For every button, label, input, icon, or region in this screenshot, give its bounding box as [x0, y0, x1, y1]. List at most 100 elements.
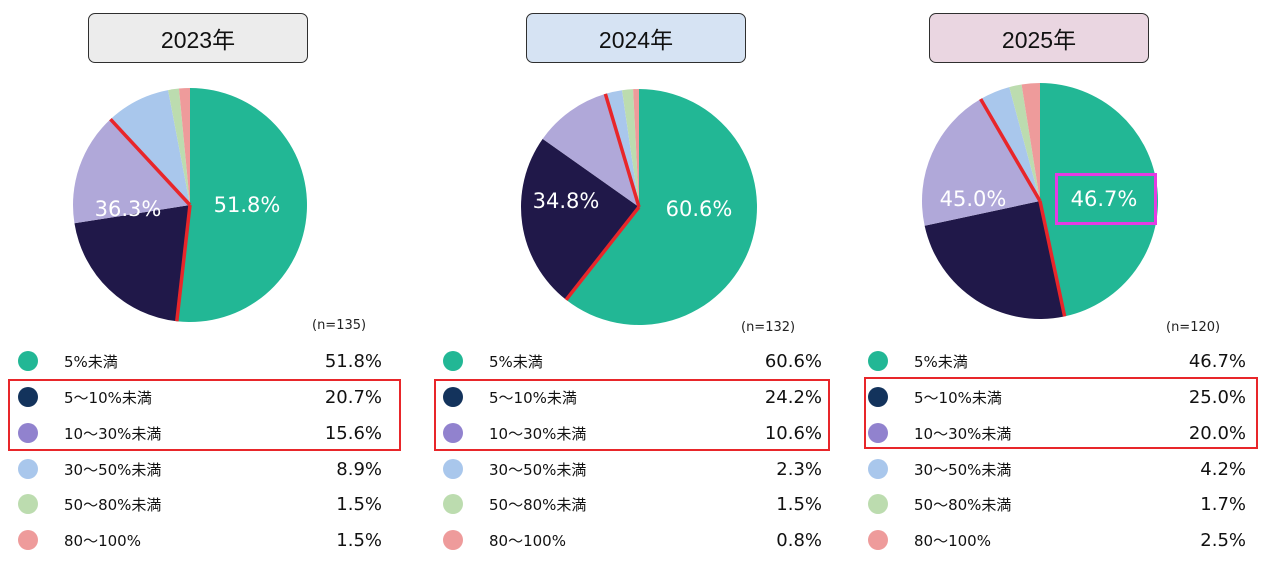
slice-label-under-5: 51.8%: [214, 193, 281, 217]
legend-row: 5%未満 46.7%: [866, 347, 1246, 375]
pie-chart: 46.7% 45.0%: [922, 83, 1158, 319]
legend-label: 30〜50%未満: [489, 460, 587, 479]
slice-5-10: [74, 205, 190, 322]
legend-swatch: [18, 530, 38, 550]
slice-50-80: [1009, 84, 1040, 201]
legend-value: 8.9%: [336, 458, 382, 480]
slice-80-100: [633, 89, 639, 207]
legend-value: 46.7%: [1188, 350, 1246, 372]
legend-row: 5〜10%未満 25.0%: [866, 383, 1246, 411]
legend-row: 30〜50%未満 8.9%: [16, 455, 382, 483]
legend-swatch: [443, 459, 463, 479]
legend-value: 15.6%: [324, 422, 382, 444]
legend-value: 1.5%: [776, 493, 822, 515]
legend-swatch: [18, 387, 38, 407]
legend-value: 2.5%: [1200, 529, 1246, 551]
legend-label: 80〜100%: [64, 531, 141, 550]
legend-value: 2.3%: [776, 458, 822, 480]
legend-label: 5%未満: [914, 352, 968, 371]
slice-10-30: [73, 119, 190, 224]
legend-label: 5〜10%未満: [489, 388, 577, 407]
legend-value: 10.6%: [764, 422, 822, 444]
highlight-line-end: [109, 118, 192, 207]
legend-label: 30〜50%未満: [64, 460, 162, 479]
slice-80-100: [1021, 83, 1040, 201]
legend-row: 80〜100% 0.8%: [441, 526, 822, 554]
slice-under-5: [176, 88, 307, 322]
legend-row: 5%未満 60.6%: [441, 347, 822, 375]
legend-label: 5〜10%未満: [64, 388, 152, 407]
chart-panel-2023年: 2023年 51.8% 36.3% (n=135) 5%未満 51.8% 5〜10%未満 20…: [0, 0, 425, 574]
legend-row: 5〜10%未満 24.2%: [441, 383, 822, 411]
highlight-line-start: [1038, 200, 1067, 317]
legend-swatch: [443, 423, 463, 443]
slice-label-5-30: 45.0%: [940, 187, 1007, 211]
highlight-line-end: [979, 98, 1042, 202]
year-header: 2024年: [526, 13, 746, 63]
legend-row: 30〜50%未満 4.2%: [866, 455, 1246, 483]
year-header: 2025年: [929, 13, 1149, 63]
legend-label: 50〜80%未満: [914, 495, 1012, 514]
legend-label: 5%未満: [489, 352, 543, 371]
legend-value: 4.2%: [1200, 458, 1246, 480]
legend-swatch: [868, 530, 888, 550]
sample-size: (n=132): [741, 320, 796, 335]
legend-swatch: [18, 423, 38, 443]
slice-label-5-30: 36.3%: [95, 197, 162, 221]
legend-swatch: [868, 423, 888, 443]
legend-value: 1.7%: [1200, 493, 1246, 515]
slice-label-5-30: 34.8%: [533, 189, 600, 213]
highlight-line-start: [564, 205, 641, 301]
legend-value: 20.0%: [1188, 422, 1246, 444]
legend-swatch: [18, 494, 38, 514]
chart-panel-2024年: 2024年 60.6% 34.8% (n=132) 5%未満 60.6% 5〜10%未満 24…: [425, 0, 850, 574]
legend-swatch: [443, 387, 463, 407]
legend-row: 50〜80%未満 1.7%: [866, 490, 1246, 518]
legend-row: 80〜100% 2.5%: [866, 526, 1246, 554]
legend-value: 24.2%: [764, 386, 822, 408]
legend-label: 10〜30%未満: [489, 424, 587, 443]
legend-row: 50〜80%未満 1.5%: [441, 490, 822, 518]
slice-5-10: [924, 201, 1065, 319]
sample-size: (n=135): [312, 318, 367, 333]
legend-row: 50〜80%未満 1.5%: [16, 490, 382, 518]
sample-size: (n=120): [1166, 320, 1221, 335]
legend-row: 10〜30%未満 15.6%: [16, 419, 382, 447]
legend-label: 30〜50%未満: [914, 460, 1012, 479]
legend-row: 5%未満 51.8%: [16, 347, 382, 375]
legend-swatch: [868, 387, 888, 407]
legend-row: 10〜30%未満 10.6%: [441, 419, 822, 447]
legend-label: 5%未満: [64, 352, 118, 371]
legend-label: 80〜100%: [914, 531, 991, 550]
legend-label: 80〜100%: [489, 531, 566, 550]
legend-highlight-box: [8, 379, 401, 451]
legend-swatch: [18, 459, 38, 479]
legend-row: 80〜100% 1.5%: [16, 526, 382, 554]
legend-swatch: [868, 351, 888, 371]
legend-value: 25.0%: [1188, 386, 1246, 408]
slice-50-80: [622, 89, 639, 207]
legend-value: 0.8%: [776, 529, 822, 551]
slice-label-under-5: 46.7%: [1071, 187, 1138, 211]
slice-80-100: [178, 88, 190, 205]
legend-value: 20.7%: [324, 386, 382, 408]
legend-swatch: [443, 530, 463, 550]
legend-swatch: [443, 351, 463, 371]
legend-highlight-box: [434, 379, 830, 451]
chart-panel-2025年: 2025年 46.7% 45.0% (n=120) 5%未満 46.7% 5〜10%未満 25…: [850, 0, 1275, 574]
legend-label: 5〜10%未満: [914, 388, 1002, 407]
year-header: 2023年: [88, 13, 308, 63]
slice-10-30: [542, 93, 639, 207]
legend-value: 60.6%: [764, 350, 822, 372]
legend-swatch: [18, 351, 38, 371]
legend-value: 51.8%: [324, 350, 382, 372]
slice-50-80: [168, 88, 190, 205]
legend-swatch: [868, 494, 888, 514]
legend-swatch: [868, 459, 888, 479]
slice-5-10: [521, 138, 639, 300]
legend-swatch: [443, 494, 463, 514]
legend-label: 50〜80%未満: [489, 495, 587, 514]
legend-value: 1.5%: [336, 529, 382, 551]
slice-under-5: [1040, 83, 1158, 317]
legend-row: 5〜10%未満 20.7%: [16, 383, 382, 411]
